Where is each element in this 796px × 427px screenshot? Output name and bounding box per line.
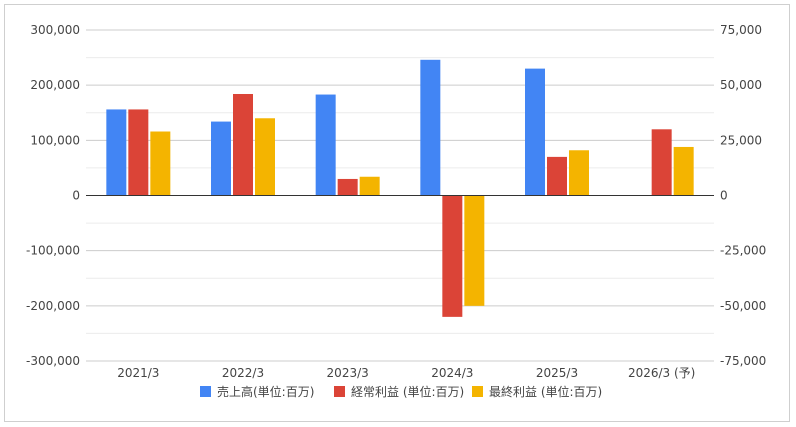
- x-tick-label: 2022/3: [222, 366, 264, 380]
- bar-3-1: [150, 131, 171, 196]
- legend: 売上高(単位:百万) 経常利益 (単位:百万) 最終利益 (単位:百万): [200, 384, 602, 399]
- bar-3-6: [673, 146, 694, 196]
- right-tick-label: -25,000: [720, 244, 766, 258]
- chart-frame: [4, 4, 790, 422]
- bar-1-1: [106, 109, 127, 196]
- right-tick-label: 50,000: [720, 78, 762, 92]
- bar-1-5: [525, 68, 545, 196]
- bar-3-5: [569, 150, 589, 196]
- left-tick-label: -100,000: [26, 244, 80, 258]
- right-tick-label: -50,000: [720, 299, 766, 313]
- x-tick-label: 2025/3: [536, 366, 578, 380]
- left-axis: 300,000 200,000 100,000 0 -100,000 -200,000 -3…: [26, 23, 80, 368]
- x-tick-label: 2026/3 (予): [628, 366, 695, 380]
- right-axis: 75,000 50,000 25,000 0 -25,000 -50,000 -75,000: [720, 23, 766, 368]
- bar-2-2: [233, 93, 253, 196]
- bar-2-3: [337, 178, 358, 196]
- left-tick-label: 200,000: [30, 78, 80, 92]
- legend-swatch-2: [334, 386, 345, 397]
- legend-swatch-3: [472, 386, 483, 397]
- legend-swatch-1: [200, 386, 211, 397]
- bar-3-2: [255, 118, 275, 196]
- bar-2-5: [547, 156, 567, 196]
- bar-2-1: [128, 109, 149, 196]
- x-axis: 2021/3 2022/3 2023/3 2024/3 2025/3 2026/3 (予): [117, 366, 695, 380]
- legend-label-3: 最終利益 (単位:百万): [489, 384, 602, 399]
- bar-2-6: [651, 129, 672, 196]
- bar-1-4: [420, 59, 441, 196]
- bar-1-3: [315, 94, 336, 196]
- left-tick-label: -200,000: [26, 299, 80, 313]
- x-tick-label: 2024/3: [431, 366, 473, 380]
- x-tick-label: 2021/3: [117, 366, 159, 380]
- right-tick-label: 25,000: [720, 133, 762, 147]
- left-tick-label: 0: [72, 189, 80, 203]
- left-tick-label: -300,000: [26, 354, 80, 368]
- bar-2-4: [442, 195, 463, 317]
- right-tick-label: -75,000: [720, 354, 766, 368]
- bars: [106, 59, 694, 317]
- right-tick-label: 75,000: [720, 23, 762, 37]
- bar-3-3: [359, 176, 380, 196]
- right-tick-label: 0: [720, 189, 728, 203]
- left-tick-label: 100,000: [30, 133, 80, 147]
- legend-label-1: 売上高(単位:百万): [217, 384, 314, 399]
- left-tick-label: 300,000: [30, 23, 80, 37]
- legend-label-2: 経常利益 (単位:百万): [351, 384, 464, 399]
- x-tick-label: 2023/3: [327, 366, 369, 380]
- bar-3-4: [464, 195, 485, 306]
- bar-1-2: [211, 121, 231, 196]
